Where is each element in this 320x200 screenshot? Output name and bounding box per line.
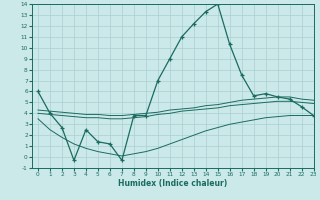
X-axis label: Humidex (Indice chaleur): Humidex (Indice chaleur) bbox=[118, 179, 228, 188]
